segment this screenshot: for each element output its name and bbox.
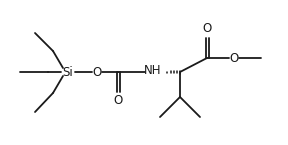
- Text: NH: NH: [144, 65, 162, 77]
- Text: O: O: [229, 51, 239, 65]
- Text: O: O: [113, 95, 123, 107]
- Text: Si: Si: [62, 66, 73, 78]
- Text: O: O: [92, 66, 102, 78]
- Text: O: O: [202, 22, 212, 36]
